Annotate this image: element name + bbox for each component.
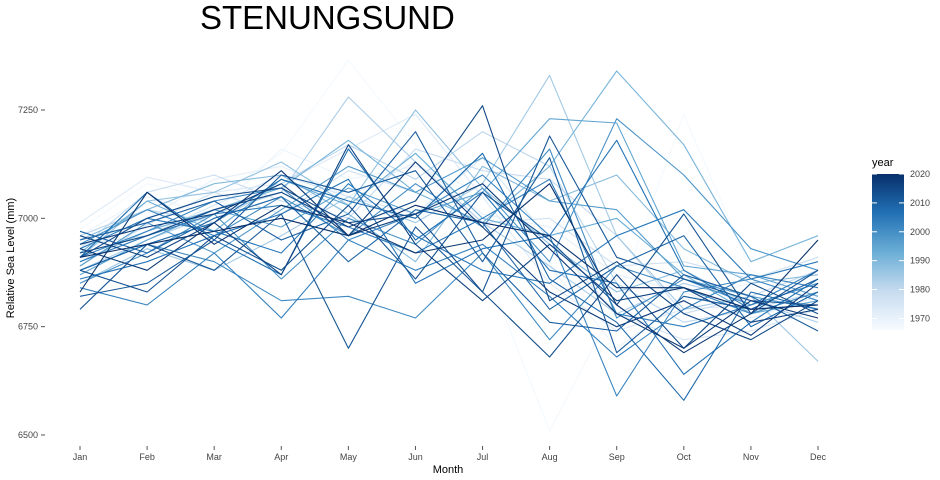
series-line-1969 xyxy=(79,148,819,349)
series-line-2017 xyxy=(79,161,819,336)
y-axis-title: Relative Sea Level (mm) xyxy=(5,198,17,318)
series-line-1979 xyxy=(79,148,819,315)
legend-colorbar xyxy=(872,174,904,330)
series-line-2016 xyxy=(79,144,819,323)
x-tick-label: Feb xyxy=(139,452,155,462)
chart-title: STENUNGSUND xyxy=(200,0,455,36)
legend-title: year xyxy=(872,157,894,169)
series-line-1971 xyxy=(79,161,819,319)
series-line-2003 xyxy=(79,239,819,358)
series-line-1967 xyxy=(79,59,819,432)
plot-lines xyxy=(79,59,819,432)
series-line-1995 xyxy=(79,118,819,297)
x-tick-label: Apr xyxy=(274,452,288,462)
legend-tick-label: 1980 xyxy=(910,285,930,295)
x-axis-title: Month xyxy=(433,464,464,476)
x-tick-label: Sep xyxy=(609,452,625,462)
series-line-2006 xyxy=(79,139,819,310)
series-line-1991 xyxy=(79,70,819,263)
y-tick-label: 6750 xyxy=(18,322,38,332)
series-line-2020 xyxy=(79,204,819,310)
series-line-2000 xyxy=(79,148,819,319)
series-line-2013 xyxy=(79,191,819,315)
x-tick-label: Mar xyxy=(206,452,222,462)
series-line-2011 xyxy=(79,157,819,354)
y-tick-label: 6500 xyxy=(18,430,38,440)
legend-tick-label: 2010 xyxy=(910,198,930,208)
legend: year 1970 1980 1990 2000 2010 2020 xyxy=(872,157,930,330)
legend-ticks: 1970 1980 1990 2000 2010 2020 xyxy=(872,169,930,323)
legend-tick-label: 2000 xyxy=(910,227,930,237)
series-line-2019 xyxy=(79,183,819,354)
x-tick-label: Dec xyxy=(810,452,827,462)
series-line-2012 xyxy=(79,135,819,349)
legend-tick-label: 1990 xyxy=(910,256,930,266)
x-tick-label: May xyxy=(340,452,358,462)
legend-tick-label: 1970 xyxy=(910,313,930,323)
legend-tick-label: 2020 xyxy=(910,169,930,179)
x-tick-label: Aug xyxy=(542,452,558,462)
x-tick-label: Nov xyxy=(743,452,760,462)
series-line-2008 xyxy=(79,152,819,401)
x-tick-label: Jan xyxy=(73,452,88,462)
series-line-2015 xyxy=(79,105,819,341)
x-tick-label: Jun xyxy=(408,452,423,462)
y-axis: 6500 6750 7000 7250 xyxy=(18,105,45,440)
series-line-2014 xyxy=(79,187,819,358)
x-tick-label: Oct xyxy=(677,452,692,462)
series-line-1999 xyxy=(79,118,819,284)
series-line-1997 xyxy=(79,157,819,310)
x-axis: Jan Feb Mar Apr May Jun Jul Aug Sep Oct Nov Dec xyxy=(73,446,827,462)
series-line-2001 xyxy=(79,243,819,341)
series-line-1987 xyxy=(79,109,819,306)
x-tick-label: Jul xyxy=(477,452,489,462)
y-tick-label: 7000 xyxy=(18,213,38,223)
series-line-2018 xyxy=(79,170,819,349)
series-line-2010 xyxy=(79,131,819,332)
y-tick-label: 7250 xyxy=(18,105,38,115)
